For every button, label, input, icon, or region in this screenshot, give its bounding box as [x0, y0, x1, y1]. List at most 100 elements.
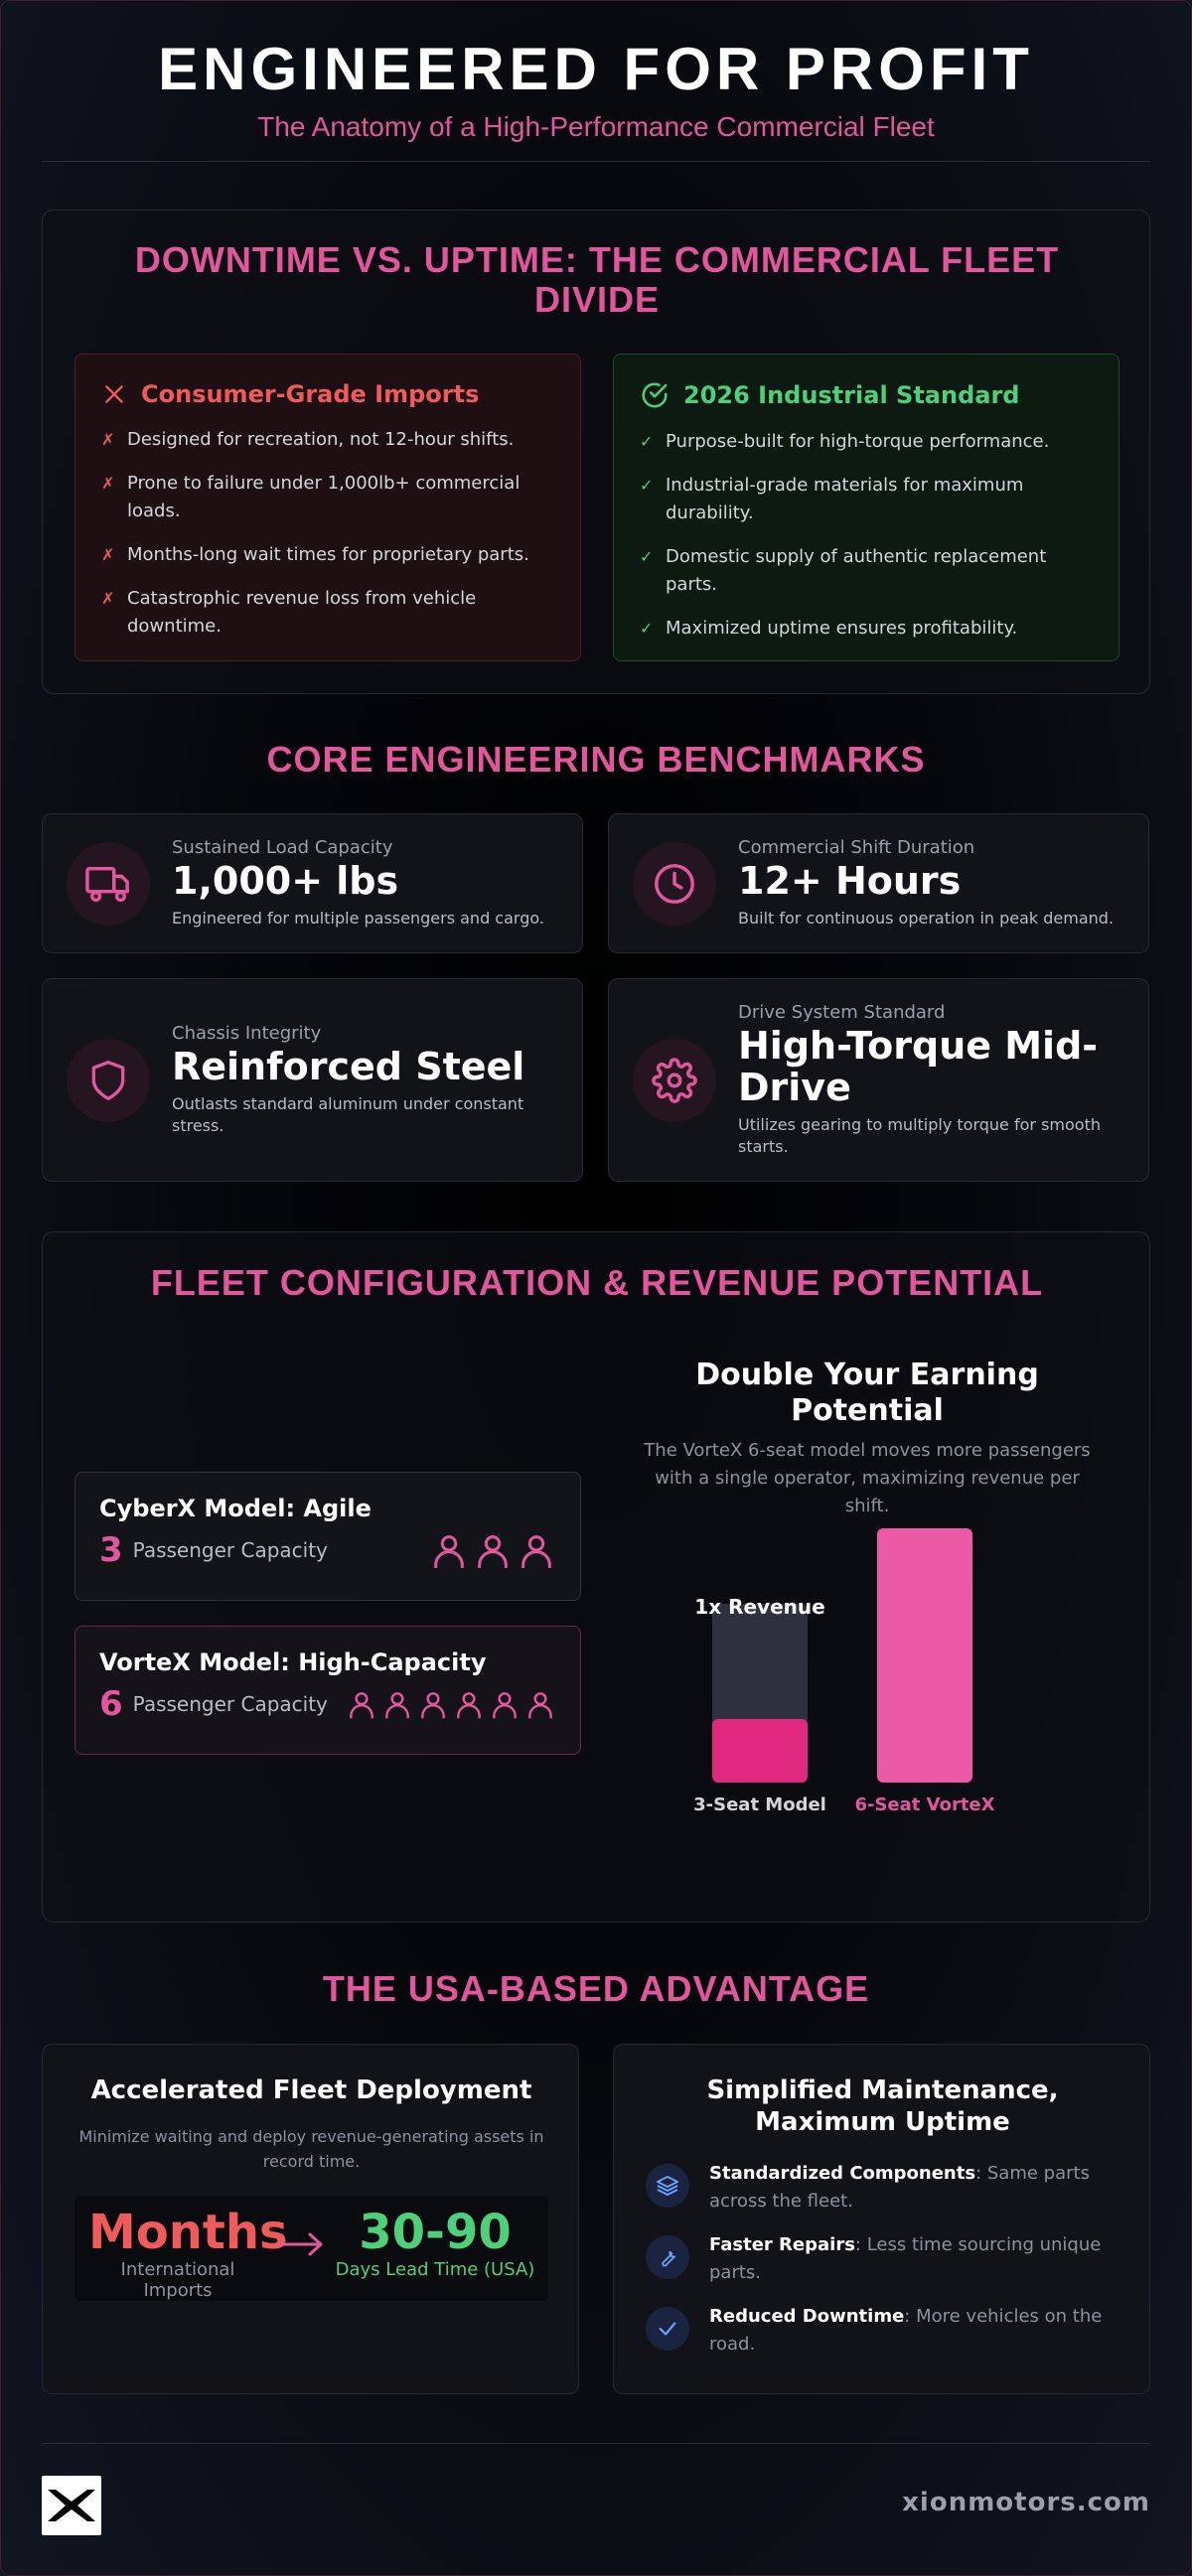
- industrial-standard-card: 2026 Industrial Standard ✓ Purpose-built …: [613, 354, 1119, 661]
- passenger-icons: [429, 1530, 556, 1570]
- model-name: CyberX Model: Agile: [99, 1495, 372, 1522]
- benchmark-value: 1,000+ lbs: [172, 859, 399, 903]
- deployment-desc: Minimize waiting and deploy revenue-gene…: [78, 2127, 544, 2171]
- benchmark-label: Chassis Integrity: [172, 1023, 322, 1044]
- model-name: VorteX Model: High-Capacity: [99, 1648, 487, 1676]
- chart-heading: Double Your Earning Potential: [695, 1358, 1039, 1428]
- benchmark-label: Commercial Shift Duration: [738, 837, 975, 858]
- brand-logo: [42, 2476, 101, 2535]
- perk-text: : Less time sourcing unique parts.: [709, 2234, 1102, 2283]
- footer-url[interactable]: xionmotors.com: [902, 2488, 1150, 2517]
- data-label: 1x Revenue: [694, 1595, 824, 1619]
- page-subtitle: The Anatomy of a High-Performance Commer…: [257, 111, 935, 142]
- list-item: ✗ Designed for recreation, not 12-hour sh…: [101, 426, 554, 454]
- perk-text: : Same parts across the fleet.: [709, 2163, 1090, 2212]
- lead-time-box: Months International Imports 30-90 Days …: [74, 2196, 548, 2301]
- category-label: 3-Seat Model: [693, 1794, 826, 1815]
- person-icon: [522, 1535, 551, 1569]
- import-lead-value: Months: [88, 2205, 288, 2260]
- benchmark-card: Chassis Integrity Reinforced Steel Outla…: [42, 978, 583, 1182]
- capacity-label: Passenger Capacity: [132, 1538, 328, 1562]
- benchmark-value: 12+ Hours: [738, 859, 962, 903]
- x-icon: [105, 385, 123, 403]
- layers-icon: [657, 2176, 678, 2196]
- benchmark-desc: Built for continuous operation in peak d…: [738, 909, 1115, 928]
- list-item: ✓ Domestic supply of authentic replacemen…: [640, 543, 1093, 599]
- usa-title: THE USA-BASED ADVANTAGE: [322, 1968, 870, 2009]
- list-item: ✗ Months-long wait times for proprietary …: [101, 541, 554, 569]
- fleet-panel: FLEET CONFIGURATION & REVENUE POTENTIAL …: [42, 1231, 1150, 1923]
- capacity-label: Passenger Capacity: [132, 1692, 328, 1716]
- check-circle-icon: [642, 382, 668, 408]
- perk-title: Standardized Components: [709, 2163, 976, 2184]
- list-item: ✓ Industrial-grade materials for maximum …: [640, 472, 1093, 527]
- wrench-icon: [662, 2250, 675, 2267]
- perk-title: Faster Repairs: [709, 2234, 855, 2255]
- capacity-number: 6: [99, 1684, 123, 1724]
- bar-2: [877, 1528, 972, 1783]
- check-mark-icon: ✓: [640, 547, 654, 566]
- maintenance-title: Simplified Maintenance, Maximum Uptime: [706, 2075, 1059, 2137]
- person-icon: [434, 1535, 464, 1569]
- benchmark-value: High-Torque Mid-Drive: [738, 1024, 1099, 1109]
- industrial-standard-heading: 2026 Industrial Standard: [683, 381, 1020, 409]
- person-icon: [493, 1692, 517, 1719]
- model-card-vortex: VorteX Model: High-Capacity 6 Passenger …: [74, 1626, 581, 1755]
- benchmark-desc: Engineered for multiple passengers and c…: [172, 909, 544, 928]
- list-item: ✗ Catastrophic revenue loss from vehicle …: [101, 585, 554, 641]
- x-logo-icon: [48, 2490, 95, 2521]
- consumer-imports-list: ✗ Designed for recreation, not 12-hour sh…: [101, 426, 554, 641]
- bar-1: [712, 1719, 808, 1783]
- downtime-panel: DOWNTIME VS. UPTIME: THE COMMERCIAL FLEE…: [42, 210, 1150, 694]
- cross-mark-icon: ✗: [101, 430, 115, 449]
- check-mark-icon: ✓: [640, 619, 654, 638]
- benchmark-label: Drive System Standard: [738, 1002, 946, 1023]
- cross-mark-icon: ✗: [101, 589, 115, 608]
- perk-item: Reduced Downtime: More vehicles on the r…: [646, 2303, 1122, 2359]
- industrial-standard-list: ✓ Purpose-built for high-torque performan…: [640, 428, 1093, 643]
- cross-mark-icon: ✗: [101, 545, 115, 564]
- fleet-title: FLEET CONFIGURATION & REVENUE POTENTIAL: [150, 1262, 1044, 1303]
- benchmark-value: Reinforced Steel: [172, 1045, 525, 1088]
- gear-icon: [652, 1057, 697, 1103]
- shield-icon: [91, 1060, 125, 1100]
- import-lead-label: International Imports: [120, 2259, 235, 2301]
- benchmark-desc: Utilizes gearing to multiply torque for …: [738, 1115, 1101, 1156]
- person-icon: [478, 1535, 508, 1569]
- list-item: ✓ Maximized uptime ensures profitability.: [640, 615, 1093, 643]
- chart-desc: The VorteX 6-seat model moves more passe…: [644, 1440, 1091, 1516]
- downtime-title: DOWNTIME VS. UPTIME: THE COMMERCIAL FLEE…: [134, 239, 1060, 320]
- consumer-imports-card: Consumer-Grade Imports ✗ Designed for rec…: [74, 354, 581, 661]
- header: ENGINEERED FOR PROFIT The Anatomy of a H…: [42, 30, 1150, 143]
- check-icon: [659, 2322, 676, 2336]
- usa-lead-label: Days Lead Time (USA): [335, 2259, 535, 2280]
- deployment-card: Accelerated Fleet Deployment Minimize wa…: [42, 2044, 579, 2394]
- bar-placeholder: [712, 1604, 808, 1733]
- model-card-cyberx: CyberX Model: Agile 3 Passenger Capacity: [74, 1472, 581, 1601]
- person-icon: [421, 1692, 445, 1719]
- perk-title: Reduced Downtime: [709, 2306, 905, 2327]
- truck-icon: [85, 866, 129, 902]
- person-icon: [350, 1692, 373, 1719]
- person-icon: [528, 1692, 552, 1719]
- benchmark-card: Sustained Load Capacity 1,000+ lbs Engin…: [42, 813, 583, 953]
- maintenance-card: Simplified Maintenance, Maximum Uptime S…: [613, 2044, 1150, 2394]
- passenger-icons: [346, 1688, 556, 1720]
- footer-divider: [42, 2443, 1150, 2444]
- cross-mark-icon: ✗: [101, 474, 115, 493]
- arrow-right-icon: [278, 2232, 323, 2256]
- page-title: ENGINEERED FOR PROFIT: [158, 36, 1034, 102]
- benchmarks-title: CORE ENGINEERING BENCHMARKS: [266, 739, 926, 780]
- clock-icon: [655, 863, 694, 904]
- benchmark-label: Sustained Load Capacity: [172, 837, 393, 858]
- deployment-title: Accelerated Fleet Deployment: [90, 2075, 532, 2105]
- benchmark-card: Drive System Standard High-Torque Mid-Dr…: [608, 978, 1149, 1182]
- person-icon: [385, 1692, 409, 1719]
- benchmark-desc: Outlasts standard aluminum under constan…: [172, 1094, 524, 1135]
- check-mark-icon: ✓: [640, 432, 654, 451]
- capacity-number: 3: [99, 1530, 123, 1570]
- consumer-imports-heading: Consumer-Grade Imports: [141, 380, 480, 408]
- header-divider: [42, 161, 1150, 162]
- usa-lead-value: 30-90: [359, 2205, 512, 2260]
